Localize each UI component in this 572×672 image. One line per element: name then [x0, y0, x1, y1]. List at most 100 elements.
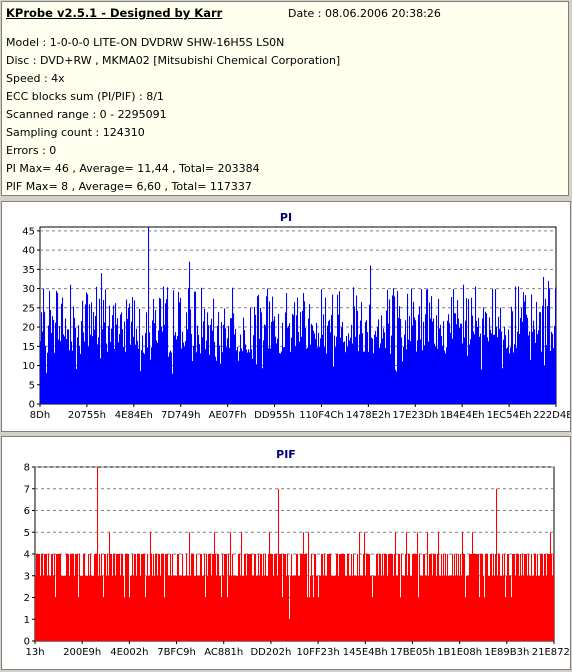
- pif-bar: [118, 554, 120, 641]
- pif-bar: [480, 554, 482, 641]
- pi-bar: [465, 320, 467, 404]
- pif-bar: [86, 575, 88, 641]
- pif-bar: [58, 554, 60, 641]
- pif-bar: [543, 575, 545, 641]
- pif-bar: [257, 575, 259, 641]
- pi-bar: [312, 325, 314, 404]
- pif-bar: [284, 554, 286, 641]
- pif-bar: [207, 575, 209, 641]
- pi-bar: [145, 333, 147, 404]
- pif-bar: [260, 554, 262, 641]
- pif-bar: [248, 554, 250, 641]
- pi-bar: [491, 333, 493, 404]
- pif-bar: [126, 554, 128, 641]
- pif-bar: [519, 575, 521, 641]
- pi-bar: [531, 294, 533, 404]
- pi-y-tick-label: 0: [29, 400, 35, 411]
- pif-bar: [527, 575, 529, 641]
- pi-bar: [137, 340, 139, 404]
- pi-bar: [410, 341, 412, 404]
- pi-bar: [163, 286, 165, 404]
- pi-bar: [416, 351, 418, 404]
- pif-bar: [56, 554, 58, 641]
- pi-bar: [235, 328, 237, 404]
- pi-bar: [284, 346, 286, 404]
- pif-bar: [149, 575, 151, 641]
- pif-bar: [438, 532, 440, 641]
- pi-bar: [216, 360, 218, 404]
- pif-bar: [312, 575, 314, 641]
- pi-bar: [378, 319, 380, 404]
- pi-x-tick-label: 8Dh: [30, 410, 50, 421]
- pif-bar: [85, 575, 87, 641]
- pi-bar: [525, 295, 527, 404]
- pi-bar: [325, 297, 327, 404]
- pi-bar: [438, 299, 440, 404]
- pif-bar: [515, 575, 517, 641]
- pif-bar: [400, 597, 402, 641]
- pi-bar: [290, 351, 292, 404]
- pi-bar: [510, 347, 512, 404]
- pif-bar: [195, 575, 197, 641]
- pif-y-tick-label: 2: [24, 593, 30, 604]
- pif-bar: [388, 554, 390, 641]
- pif-bar: [208, 554, 210, 641]
- pi-bar: [414, 317, 416, 404]
- pi-bar: [254, 306, 256, 404]
- pif-bar: [46, 554, 48, 641]
- pi-bar: [169, 352, 171, 404]
- pif-bar: [76, 554, 78, 641]
- pi-bar: [333, 366, 335, 404]
- pif-bar: [383, 575, 385, 641]
- pif-bar: [387, 575, 389, 641]
- pi-chart-panel: PI 0 5 10 15 20 25 30 35 40 45 8Dh 20755h 4E84Eh 7D74…: [1, 201, 571, 432]
- pif-bar: [135, 554, 137, 641]
- pif-bar: [110, 554, 112, 641]
- pif-bar: [525, 554, 527, 641]
- pif-bar: [68, 554, 70, 641]
- pif-bar: [192, 554, 194, 641]
- pi-bar: [264, 324, 266, 404]
- pi-bar: [90, 334, 92, 404]
- pif-bar: [140, 575, 142, 641]
- pi-bar: [415, 320, 417, 404]
- pi-bar: [400, 319, 402, 404]
- pi-bar: [476, 320, 478, 404]
- pi-bar: [278, 313, 280, 404]
- pi-bar: [407, 293, 409, 404]
- pi-bar: [104, 322, 106, 404]
- pif-bar: [152, 575, 154, 641]
- pi-x-tick-label: 1B4E4Eh: [440, 410, 485, 421]
- pi-y-tick-label: 10: [22, 361, 35, 372]
- pi-y-tick-label: 5: [29, 380, 35, 391]
- pif-bar: [382, 554, 384, 641]
- pif-bar: [322, 554, 324, 641]
- pif-bar: [310, 575, 312, 641]
- pif-bar: [109, 532, 111, 641]
- pi-x-tick-label: 110F4Ch: [299, 410, 344, 421]
- pi-bar: [445, 353, 447, 404]
- pif-bar: [551, 554, 553, 641]
- pif-bar: [321, 554, 323, 641]
- pif-bar: [446, 575, 448, 641]
- pi-bar: [95, 315, 97, 404]
- pif-bar: [499, 554, 501, 641]
- pif-bar: [252, 575, 254, 641]
- pif-x-tick-label: 4E002h: [110, 647, 148, 658]
- pif-bar: [125, 554, 127, 641]
- pif-y-tick-label: 0: [24, 637, 30, 648]
- pif-bar: [134, 554, 136, 641]
- pif-bar: [405, 554, 407, 641]
- pi-bar: [233, 313, 235, 404]
- pi-bar: [275, 336, 277, 404]
- pif-bar: [188, 575, 190, 641]
- pif-bar: [138, 554, 140, 641]
- pi-bar: [341, 327, 343, 404]
- pi-bar: [49, 291, 51, 404]
- pi-bar: [192, 360, 194, 404]
- pi-bar: [352, 343, 354, 404]
- pif-bar: [355, 575, 357, 641]
- pi-bar: [213, 298, 215, 404]
- pif-bar: [189, 532, 191, 641]
- pi-bar: [292, 313, 294, 404]
